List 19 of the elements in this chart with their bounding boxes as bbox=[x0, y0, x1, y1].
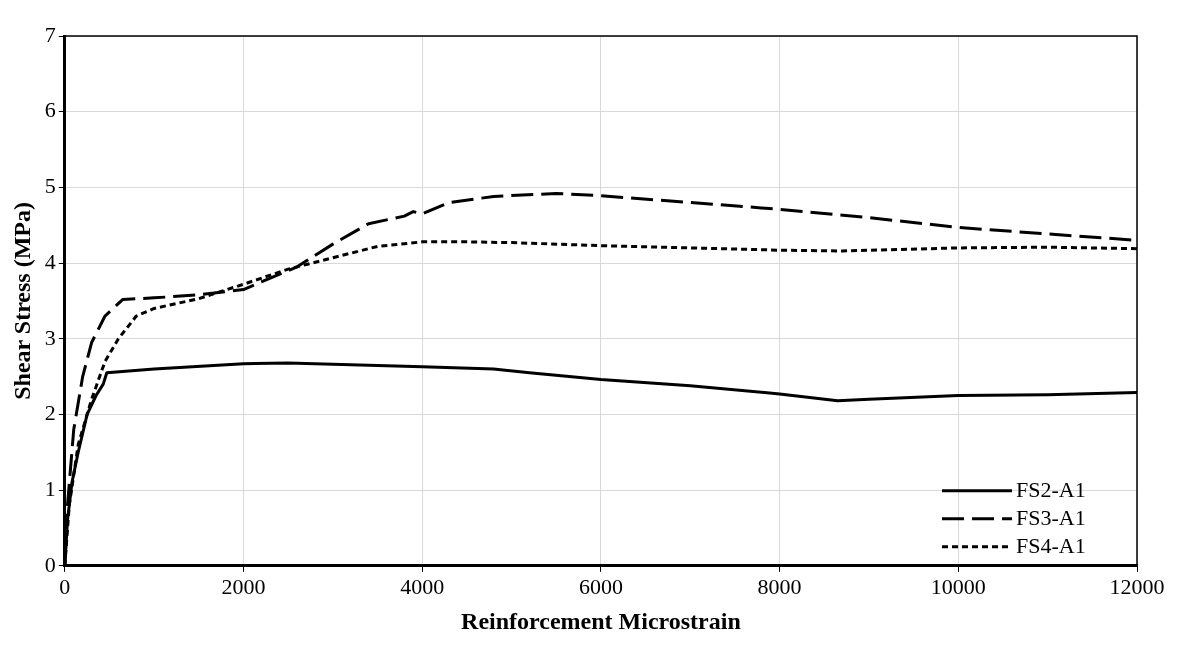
x-tick-label: 8000 bbox=[757, 573, 802, 599]
y-tick-label: 3 bbox=[44, 324, 56, 350]
x-tick-label: 12000 bbox=[1109, 573, 1165, 599]
x-axis-title: Reinforcement Microstrain bbox=[461, 607, 741, 634]
y-tick-label: 6 bbox=[44, 97, 56, 123]
y-axis-title: Shear Stress (MPa) bbox=[8, 202, 35, 400]
y-tick-label: 5 bbox=[44, 173, 56, 199]
y-tick-label: 7 bbox=[44, 21, 56, 47]
y-tick-label: 1 bbox=[44, 475, 56, 501]
y-tick-label: 2 bbox=[44, 400, 56, 426]
legend-label: FS3-A1 bbox=[1016, 504, 1086, 530]
x-tick-label: 10000 bbox=[930, 573, 986, 599]
legend-label: FS4-A1 bbox=[1016, 532, 1086, 558]
x-tick-label: 6000 bbox=[578, 573, 623, 599]
x-tick-label: 4000 bbox=[400, 573, 445, 599]
x-tick-label: 2000 bbox=[221, 573, 266, 599]
y-tick-label: 0 bbox=[44, 551, 56, 577]
legend-label: FS2-A1 bbox=[1016, 476, 1086, 502]
y-tick-label: 4 bbox=[44, 248, 56, 274]
